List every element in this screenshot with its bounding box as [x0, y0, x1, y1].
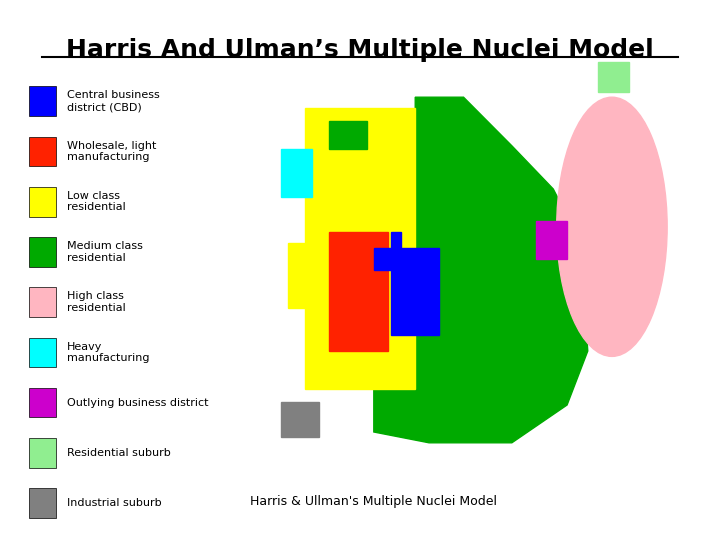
Bar	[287, 243, 308, 308]
Text: Central business
district (CBD): Central business district (CBD)	[67, 90, 159, 112]
Bar	[29, 287, 56, 317]
Bar	[29, 338, 56, 367]
Ellipse shape	[557, 97, 667, 356]
Bar	[305, 108, 415, 389]
Bar	[329, 122, 367, 148]
Text: Outlying business district: Outlying business district	[67, 397, 208, 408]
Bar	[29, 438, 56, 468]
Text: Harris & Ullman's Multiple Nuclei Model: Harris & Ullman's Multiple Nuclei Model	[251, 495, 498, 508]
Bar	[29, 388, 56, 417]
Bar	[29, 86, 56, 116]
Bar	[281, 402, 318, 437]
Text: Heavy
manufacturing: Heavy manufacturing	[67, 342, 149, 363]
Text: Residential suburb: Residential suburb	[67, 448, 171, 458]
Text: Harris And Ulman’s Multiple Nuclei Model: Harris And Ulman’s Multiple Nuclei Model	[66, 38, 654, 62]
Bar	[281, 148, 312, 197]
Bar	[29, 137, 56, 166]
Bar	[329, 232, 387, 351]
Bar	[29, 488, 56, 518]
Polygon shape	[374, 97, 588, 443]
Text: Medium class
residential: Medium class residential	[67, 241, 143, 263]
Text: Industrial suburb: Industrial suburb	[67, 498, 161, 508]
Polygon shape	[374, 232, 439, 335]
Text: Wholesale, light
manufacturing: Wholesale, light manufacturing	[67, 140, 156, 162]
Bar	[536, 221, 567, 259]
Bar	[29, 237, 56, 267]
Bar	[598, 62, 629, 92]
Bar	[29, 187, 56, 217]
Text: High class
residential: High class residential	[67, 292, 125, 313]
Text: Low class
residential: Low class residential	[67, 191, 125, 213]
